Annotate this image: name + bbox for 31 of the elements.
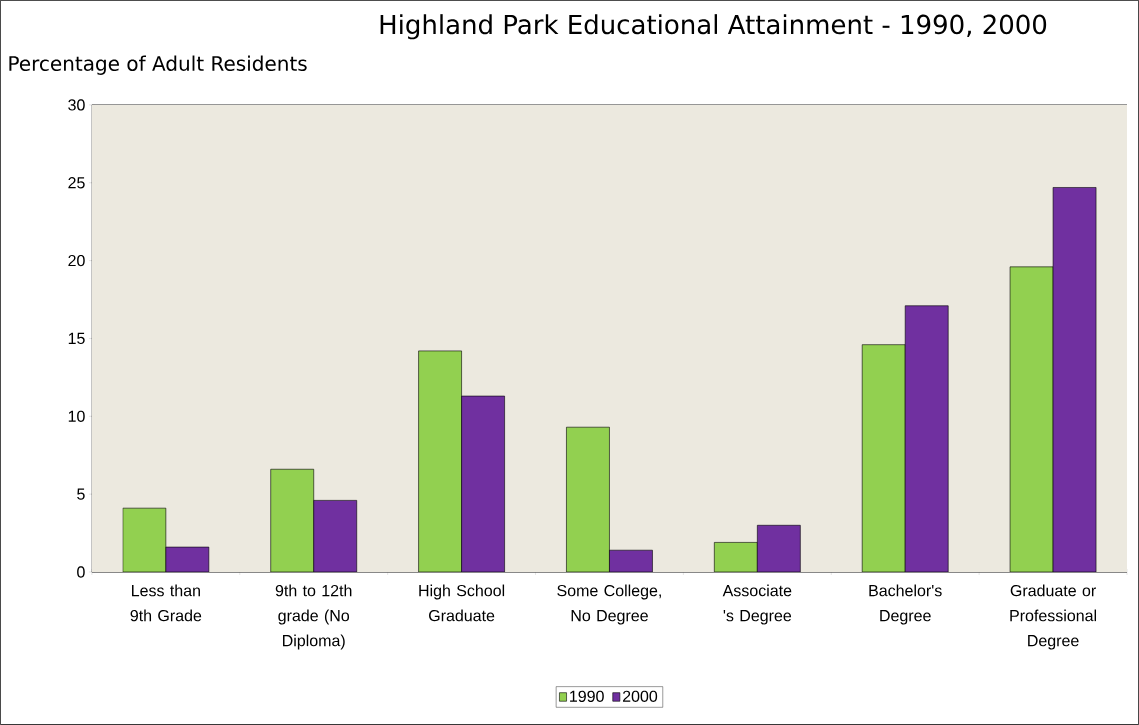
bar bbox=[1009, 266, 1054, 573]
y-tick-label: 0 bbox=[77, 566, 85, 578]
bar bbox=[904, 305, 949, 573]
y-tick-label: 30 bbox=[68, 99, 85, 111]
y-tick-label: 20 bbox=[68, 254, 85, 267]
bar bbox=[1052, 187, 1097, 573]
y-tick-label: 25 bbox=[68, 177, 85, 189]
y-axis-title: Percentage of Adult Residents bbox=[9, 55, 307, 75]
legend-label: 1990 bbox=[570, 690, 604, 702]
x-tick-label: Graduate or Professional Degree bbox=[1010, 584, 1097, 650]
x-tick-label: Less than 9th Grade bbox=[130, 584, 202, 622]
bar bbox=[461, 395, 505, 573]
x-tick-label: 9th to 12th grade (No Diploma) bbox=[275, 584, 352, 650]
bar bbox=[270, 468, 315, 573]
x-tick-label: Bachelor's Degree bbox=[869, 584, 942, 625]
bar bbox=[609, 549, 653, 573]
bar bbox=[757, 525, 801, 573]
x-tick-label: Associate 's Degree bbox=[722, 584, 792, 625]
x-tick-label: Some College, No Degree bbox=[557, 584, 661, 625]
bar bbox=[714, 542, 758, 573]
legend-label: 2000 bbox=[622, 690, 658, 702]
y-tick-label: 5 bbox=[77, 488, 85, 500]
bar bbox=[566, 426, 610, 573]
bar bbox=[861, 344, 906, 573]
bar bbox=[418, 350, 462, 573]
chart-title: Highland Park Educational Attainment - 1990, 2000 bbox=[380, 14, 1047, 40]
y-tick-label: 10 bbox=[68, 410, 85, 422]
y-tick-label: 15 bbox=[68, 332, 85, 345]
bar bbox=[122, 507, 167, 573]
x-tick-label: High School Graduate bbox=[419, 584, 505, 622]
bar bbox=[313, 500, 358, 573]
